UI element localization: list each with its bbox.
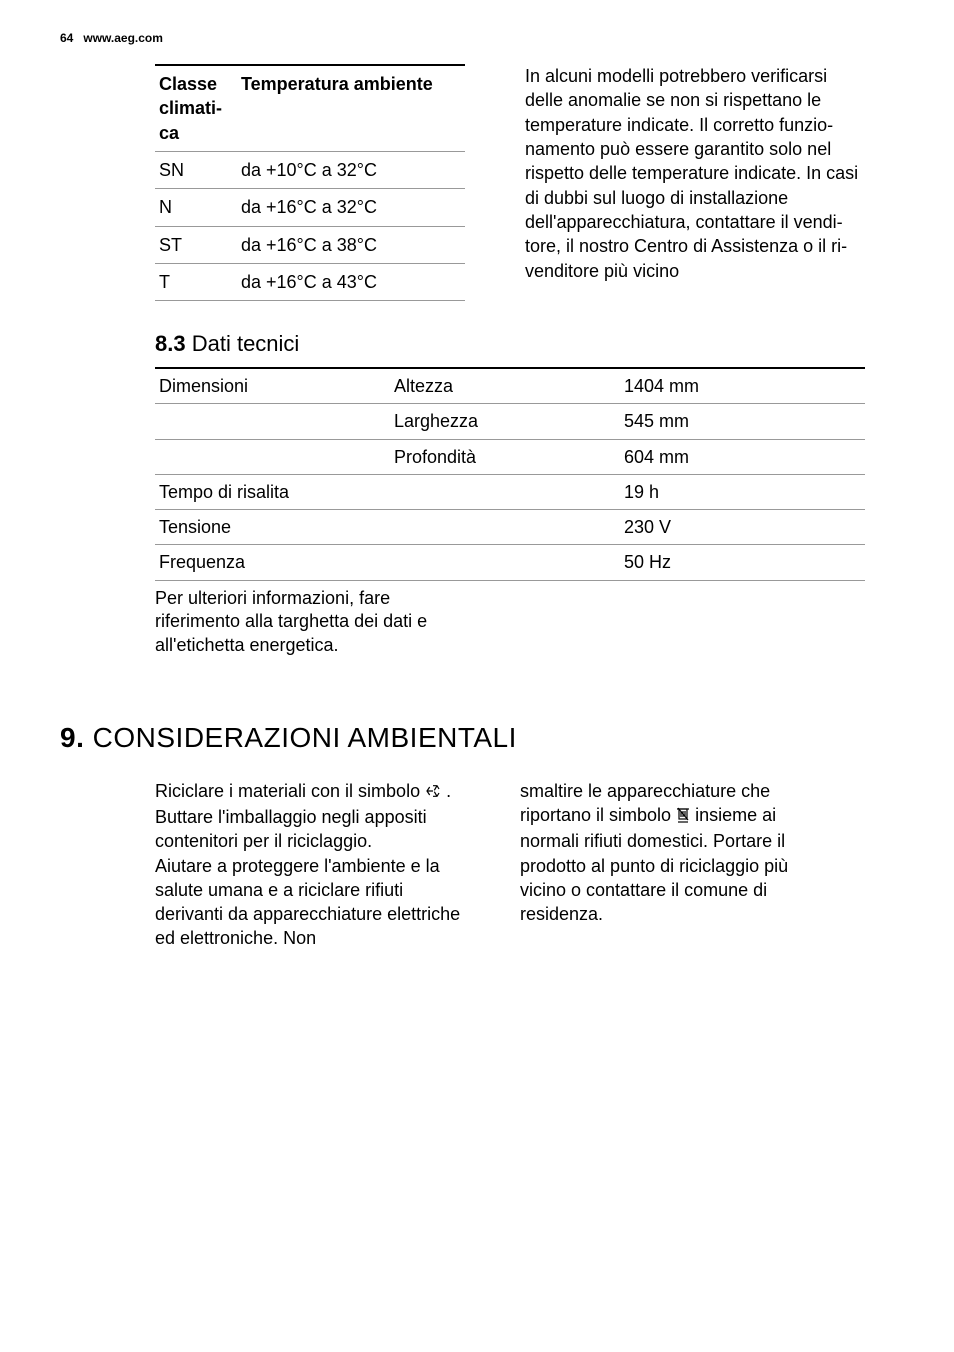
tech-cell: 50 Hz (620, 545, 865, 580)
tech-cell: 19 h (620, 474, 865, 509)
tech-cell (155, 439, 390, 474)
climate-temp-cell: da +10°C a 32°C (237, 152, 465, 189)
table-row: SN da +10°C a 32°C (155, 152, 465, 189)
env-text: Riciclare i materiali con il simbolo (155, 781, 425, 801)
tech-cell: Dimensioni (155, 368, 390, 404)
weee-bin-icon (676, 805, 690, 829)
recycle-icon (425, 781, 441, 805)
tech-cell: Frequenza (155, 545, 390, 580)
env-column-2: smaltire le apparecchiature che riportan… (520, 779, 830, 951)
subsection-number: 8.3 (155, 331, 186, 356)
climate-temp-cell: da +16°C a 43°C (237, 263, 465, 300)
table-header-row: Classe climati­ca Temperatura ambiente (155, 65, 465, 151)
climate-class-cell: ST (155, 226, 237, 263)
table-row: Tensione 230 V (155, 510, 865, 545)
table-row: Tempo di risalita 19 h (155, 474, 865, 509)
climate-table: Classe climati­ca Temperatura ambiente S… (155, 64, 465, 301)
tech-table: Dimensioni Altezza 1404 mm Larghezza 545… (155, 367, 865, 581)
tech-cell (390, 474, 620, 509)
climate-class-cell: SN (155, 152, 237, 189)
table-row: Larghezza 545 mm (155, 404, 865, 439)
climate-class-cell: T (155, 263, 237, 300)
subsection-title: Dati tecnici (192, 331, 300, 356)
tech-cell: Larghezza (390, 404, 620, 439)
page-header: 64 www.aeg.com (60, 30, 869, 46)
tech-cell: Tensione (155, 510, 390, 545)
environmental-section: Riciclare i materiali con il simbolo . B… (155, 779, 869, 951)
climate-table-container: Classe climati­ca Temperatura ambiente S… (155, 64, 465, 301)
subsection-heading: 8.3 Dati tecnici (155, 329, 869, 359)
header-url: www.aeg.com (83, 31, 163, 45)
section-title: CONSIDERAZIONI AMBIENTALI (93, 722, 517, 753)
table-row: T da +16°C a 43°C (155, 263, 465, 300)
climate-header-temp: Temperatura ambiente (237, 65, 465, 151)
page-number: 64 (60, 30, 73, 46)
top-section: Classe climati­ca Temperatura ambiente S… (60, 64, 869, 301)
top-right-paragraph: In alcuni modelli potrebbero verificarsi… (525, 64, 869, 301)
tech-cell: 1404 mm (620, 368, 865, 404)
tech-note: Per ulteriori informazioni, fare riferim… (155, 587, 465, 657)
climate-header-class: Classe climati­ca (155, 65, 237, 151)
table-row: N da +16°C a 32°C (155, 189, 465, 226)
table-row: Frequenza 50 Hz (155, 545, 865, 580)
tech-cell: Tempo di risalita (155, 474, 390, 509)
section-heading: 9. CONSIDERAZIONI AMBIENTALI (60, 719, 869, 757)
tech-cell: 604 mm (620, 439, 865, 474)
table-row: ST da +16°C a 38°C (155, 226, 465, 263)
tech-cell: Profondità (390, 439, 620, 474)
climate-temp-cell: da +16°C a 32°C (237, 189, 465, 226)
tech-cell (390, 510, 620, 545)
table-row: Profondità 604 mm (155, 439, 865, 474)
climate-class-cell: N (155, 189, 237, 226)
tech-cell: 230 V (620, 510, 865, 545)
section-number: 9. (60, 722, 84, 753)
env-text: . Buttare l'imballaggio negli appositi c… (155, 781, 460, 949)
env-column-1: Riciclare i materiali con il simbolo . B… (155, 779, 465, 951)
climate-temp-cell: da +16°C a 38°C (237, 226, 465, 263)
tech-cell (155, 404, 390, 439)
tech-cell: 545 mm (620, 404, 865, 439)
table-row: Dimensioni Altezza 1404 mm (155, 368, 865, 404)
tech-cell: Altezza (390, 368, 620, 404)
tech-cell (390, 545, 620, 580)
